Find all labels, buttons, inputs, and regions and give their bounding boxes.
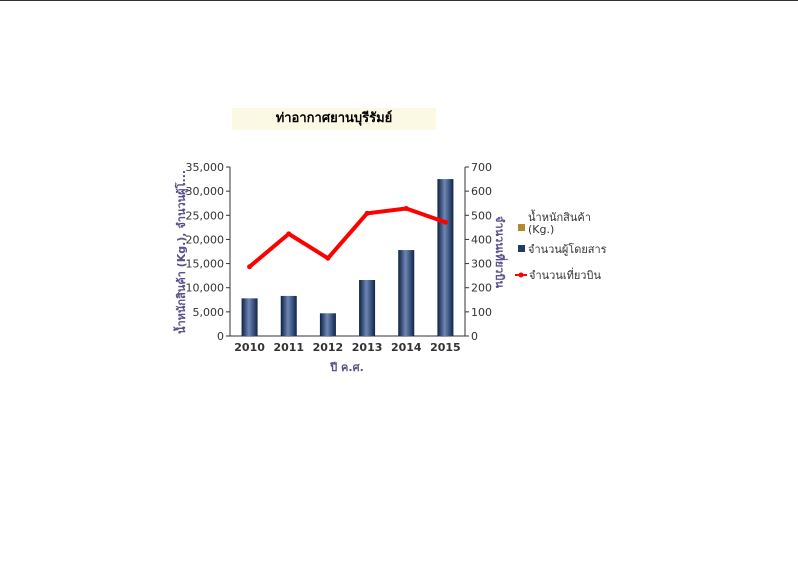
x-tick-label: 2014 [391, 341, 422, 354]
bar-passengers [280, 295, 297, 336]
x-tick-label: 2015 [430, 341, 461, 354]
y-right-tick-label: 0 [471, 330, 478, 343]
y-right-tick-label: 400 [471, 233, 492, 246]
bar-passengers [319, 313, 336, 336]
legend-label-cargo: น้ำหนักสินค้า(Kg.) [528, 209, 591, 236]
legend-label-passengers: จำนวนผู้โดยสาร [528, 242, 607, 256]
line-point-flights [403, 206, 409, 212]
legend-swatch-passengers [518, 245, 525, 252]
y-right-tick-label: 200 [471, 282, 492, 295]
line-point-flights [247, 264, 253, 270]
line-point-flights [442, 219, 448, 225]
y-left-tick-label: 5,000 [193, 306, 225, 319]
bars-layer [241, 179, 454, 336]
line-layer [247, 206, 448, 270]
y-left-tick-label: 25,000 [186, 209, 225, 222]
y-left-tick-label: 0 [217, 330, 224, 343]
line-point-flights [325, 255, 331, 261]
y-axis-left-label: น้ำหนักสินค้า (Kg.), จำนวนผู้โ... [173, 170, 189, 334]
y-right-tick-label: 700 [471, 161, 492, 174]
legend: น้ำหนักสินค้า(Kg.) จำนวนผู้โดยสารจำนวนเที… [515, 209, 607, 282]
labels-layer: ปี ค.ศ. น้ำหนักสินค้า (Kg.), จำนวนผู้โ..… [173, 170, 508, 374]
x-axis-label: ปี ค.ศ. [329, 361, 364, 374]
bar-passengers [437, 179, 454, 336]
y-left-tick-label: 30,000 [186, 185, 225, 198]
legend-swatch-cargo [518, 224, 525, 231]
top-border-line [0, 0, 798, 1]
bar-passengers [359, 279, 376, 336]
x-tick-label: 2013 [352, 341, 383, 354]
y-left-tick-label: 15,000 [186, 258, 225, 271]
y-right-tick-label: 100 [471, 306, 492, 319]
bar-passengers [398, 250, 415, 336]
x-tick-label: 2010 [234, 341, 265, 354]
y-right-tick-label: 500 [471, 209, 492, 222]
line-point-flights [364, 210, 370, 216]
y-left-tick-label: 35,000 [186, 161, 225, 174]
line-point-flights [286, 231, 292, 237]
y-axis-right-label: จำนวนเที่ยวบิน [493, 216, 508, 288]
x-tick-label: 2011 [273, 341, 304, 354]
y-right-tick-label: 300 [471, 258, 492, 271]
legend-marker-flights [518, 272, 524, 278]
y-left-tick-label: 20,000 [186, 233, 225, 246]
legend-label-flights: จำนวนเที่ยวบิน [529, 267, 601, 282]
axes-layer: 0 5,000 10,000 15,000 20,000 25,000 30,000 35,0… [186, 161, 493, 354]
y-right-tick-label: 600 [471, 185, 492, 198]
x-tick-label: 2012 [313, 341, 344, 354]
line-flights [247, 206, 448, 269]
y-left-tick-label: 10,000 [186, 282, 225, 295]
chart-title: ท่าอากาศยานบุรีรัมย์ [232, 108, 436, 130]
bar-passengers [241, 298, 258, 336]
